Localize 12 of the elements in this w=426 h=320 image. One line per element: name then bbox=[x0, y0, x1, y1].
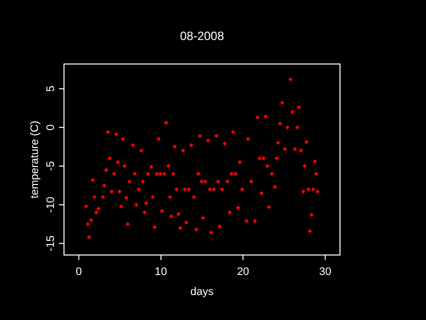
y-tick-label: -15 bbox=[45, 235, 57, 252]
y-tick-label: -5 bbox=[45, 161, 57, 171]
x-tick-label: 0 bbox=[76, 266, 82, 278]
x-axis-title: days bbox=[190, 286, 214, 298]
x-tick-label: 10 bbox=[154, 266, 168, 278]
x-tick-label: 30 bbox=[319, 266, 332, 278]
chart-title: 08-2008 bbox=[180, 29, 224, 43]
y-tick-label: 5 bbox=[45, 86, 57, 92]
y-axis-title: temperature (C) bbox=[29, 120, 41, 198]
x-tick-label: 20 bbox=[236, 266, 250, 278]
y-tick-label: 0 bbox=[45, 124, 57, 130]
y-tick-label: -10 bbox=[45, 196, 57, 213]
